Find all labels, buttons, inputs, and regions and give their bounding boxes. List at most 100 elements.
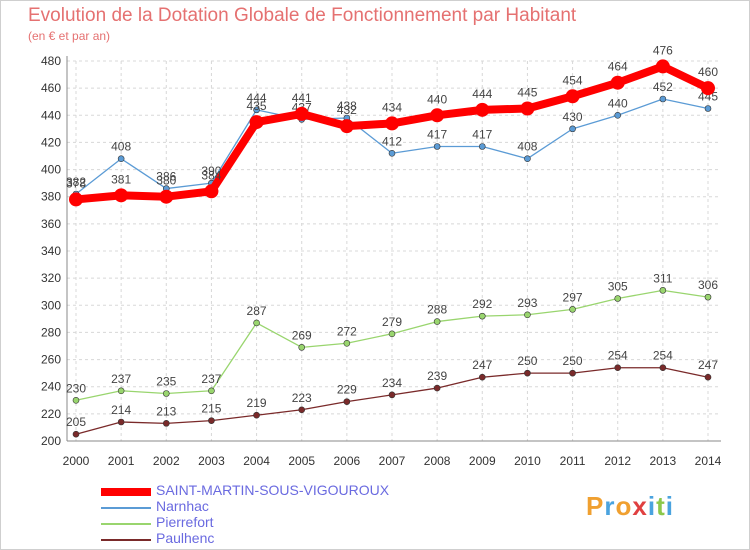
legend-swatch xyxy=(101,539,151,541)
data-point xyxy=(704,373,712,381)
data-label: 464 xyxy=(608,60,628,74)
data-point xyxy=(430,108,445,123)
data-label: 247 xyxy=(472,358,492,372)
data-label: 237 xyxy=(111,372,131,386)
data-point xyxy=(524,155,531,163)
legend-label: Pierrefort xyxy=(156,514,214,530)
y-tick-label: 240 xyxy=(41,380,61,394)
chart-subtitle: (en € et par an) xyxy=(28,29,111,43)
data-point xyxy=(388,391,396,399)
data-point xyxy=(72,430,80,438)
logo-letter: t xyxy=(656,491,666,521)
data-point xyxy=(69,192,83,207)
data-point xyxy=(610,75,625,90)
data-label: 311 xyxy=(653,271,672,285)
data-point xyxy=(524,369,531,377)
data-label: 306 xyxy=(698,278,718,292)
data-point xyxy=(704,105,712,112)
data-label: 441 xyxy=(292,91,312,105)
y-tick-label: 360 xyxy=(41,217,61,231)
data-point xyxy=(162,420,170,427)
data-point xyxy=(294,106,309,121)
data-label: 444 xyxy=(472,87,492,101)
x-tick-label: 2007 xyxy=(379,454,406,468)
data-point xyxy=(343,398,351,405)
x-tick-label: 2005 xyxy=(288,454,315,468)
data-label: 305 xyxy=(608,280,628,294)
x-tick-label: 2003 xyxy=(198,454,225,468)
data-point xyxy=(704,293,712,301)
data-label: 390 xyxy=(201,164,221,178)
logo-letter: P xyxy=(586,491,605,521)
data-label: 292 xyxy=(472,297,492,311)
logo-letter: i xyxy=(665,491,674,521)
data-label: 386 xyxy=(156,170,176,184)
x-tick-label: 2014 xyxy=(695,454,722,468)
y-tick-label: 340 xyxy=(41,244,61,258)
data-label: 287 xyxy=(247,304,267,318)
data-label: 382 xyxy=(66,175,86,189)
data-point xyxy=(659,95,667,103)
x-tick-label: 2000 xyxy=(63,454,90,468)
line-chart: 200 220 240 260 280 300 320 340 360 380 400 420 440 4… xyxy=(41,43,722,468)
y-tick-label: 260 xyxy=(41,353,61,367)
data-point xyxy=(339,119,354,134)
logo-letter: i xyxy=(647,491,657,521)
legend-swatch xyxy=(101,507,151,509)
data-point xyxy=(524,311,531,319)
data-label: 235 xyxy=(156,375,176,389)
data-point xyxy=(249,115,264,130)
data-label: 432 xyxy=(337,103,357,117)
data-point xyxy=(659,287,667,294)
data-label: 452 xyxy=(653,80,673,94)
y-tick-label: 380 xyxy=(41,190,61,204)
data-point xyxy=(253,411,260,419)
y-tick-label: 480 xyxy=(41,54,61,68)
data-label: 454 xyxy=(563,73,583,87)
data-label: 250 xyxy=(517,354,537,368)
data-label: 476 xyxy=(653,43,673,57)
data-point xyxy=(385,116,399,131)
data-point xyxy=(659,364,667,372)
data-point xyxy=(475,102,490,117)
y-tick-label: 440 xyxy=(41,108,61,122)
data-label: 214 xyxy=(111,403,131,417)
data-point xyxy=(614,111,622,119)
data-label: 272 xyxy=(337,324,357,338)
legend-label: SAINT-MARTIN-SOUS-VIGOUROUX xyxy=(156,482,390,498)
data-label: 381 xyxy=(111,172,131,186)
data-label: 269 xyxy=(292,328,312,342)
legend-item: Pierrefort xyxy=(101,514,431,532)
data-label: 288 xyxy=(427,303,447,317)
y-tick-label: 280 xyxy=(41,325,61,339)
data-label: 435 xyxy=(247,99,267,113)
data-label: 250 xyxy=(563,354,583,368)
data-point xyxy=(253,319,260,327)
data-point xyxy=(388,330,396,338)
data-point xyxy=(162,390,170,397)
y-tick-label: 420 xyxy=(41,135,61,149)
data-label: 254 xyxy=(608,349,628,363)
data-point xyxy=(565,89,580,104)
x-tick-label: 2006 xyxy=(334,454,361,468)
data-label: 417 xyxy=(472,128,492,142)
data-point xyxy=(433,384,441,392)
y-tick-label: 220 xyxy=(41,407,61,421)
x-tick-label: 2008 xyxy=(424,454,451,468)
legend-swatch xyxy=(101,488,151,496)
data-point xyxy=(478,312,486,320)
data-point xyxy=(433,143,441,150)
data-point xyxy=(478,373,486,381)
x-tick-label: 2010 xyxy=(514,454,541,468)
data-label: 434 xyxy=(382,100,402,114)
data-label: 412 xyxy=(382,134,402,148)
data-point xyxy=(478,143,486,150)
y-tick-label: 400 xyxy=(41,163,61,177)
x-tick-label: 2001 xyxy=(108,454,135,468)
x-tick-label: 2009 xyxy=(469,454,496,468)
y-tick-label: 320 xyxy=(41,271,61,285)
data-label: 440 xyxy=(427,92,447,106)
legend-label: Paulhenc xyxy=(156,530,215,546)
data-label: 444 xyxy=(247,91,267,105)
data-label: 417 xyxy=(427,128,447,142)
